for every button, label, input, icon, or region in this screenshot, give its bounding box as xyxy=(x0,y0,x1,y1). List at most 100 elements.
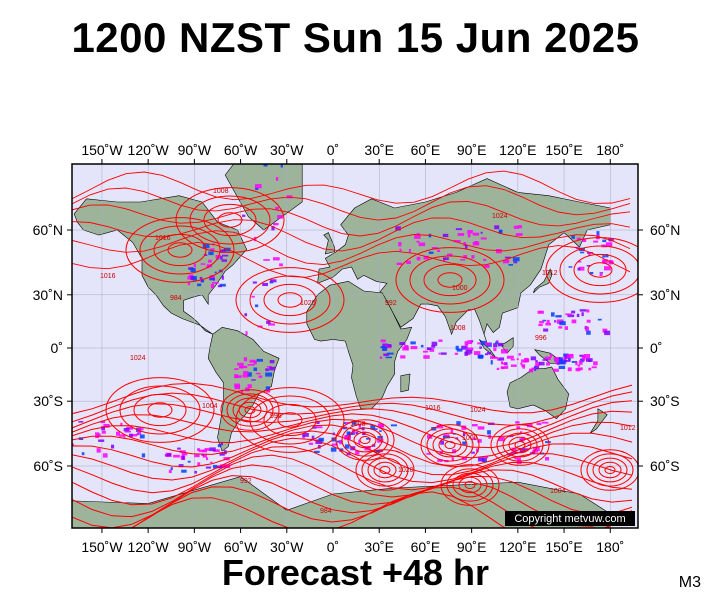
rain-cell xyxy=(477,439,482,443)
isobar-label: 1024 xyxy=(130,355,146,362)
rain-cell xyxy=(578,360,583,365)
isobar-line xyxy=(420,424,480,466)
rain-cell xyxy=(416,256,421,261)
isobar-labels: 1008 1016 1024 1012 1000 1020 992 984 1004 996 100… xyxy=(100,188,636,515)
rain-cell xyxy=(422,350,429,353)
isobar-line xyxy=(125,217,235,283)
isobar-label: 1004 xyxy=(202,403,218,410)
rain-cell xyxy=(302,433,309,437)
rain-cell xyxy=(447,253,453,256)
rain-cell xyxy=(586,358,593,362)
rain-cell xyxy=(431,345,436,348)
isobar-line xyxy=(277,412,303,428)
rain-cell xyxy=(553,368,559,372)
isobar-label: 1016 xyxy=(425,405,441,412)
rain-cell xyxy=(371,444,376,447)
rain-cell xyxy=(209,278,215,281)
rain-cell xyxy=(240,389,244,395)
lat-label-right: 30˚N xyxy=(650,287,680,303)
rain-cell xyxy=(311,435,315,440)
rain-cell xyxy=(258,375,263,378)
rain-cell xyxy=(209,275,215,280)
lat-label-left: 60˚N xyxy=(33,222,63,238)
rain-cell xyxy=(190,268,196,272)
rain-cell xyxy=(579,266,585,271)
rain-cell xyxy=(219,249,223,253)
landmass-8 xyxy=(533,268,553,294)
rain-cell xyxy=(541,421,549,424)
rain-cell xyxy=(379,356,383,359)
rain-cell xyxy=(558,365,566,369)
lon-label-top: 120˚W xyxy=(128,142,170,158)
isobar-line xyxy=(72,200,631,237)
rain-cell xyxy=(212,449,220,452)
landmass-7 xyxy=(323,232,335,255)
rain-cell xyxy=(442,233,449,238)
rain-cell xyxy=(344,435,351,440)
rain-cell xyxy=(129,433,133,438)
lat-label-left: 30˚S xyxy=(33,393,63,409)
rain-cell xyxy=(493,347,497,352)
rain-cell xyxy=(466,347,474,351)
rain-cell xyxy=(429,348,435,352)
rain-cell xyxy=(551,312,555,317)
rain-cell xyxy=(478,354,483,359)
rain-cell xyxy=(410,341,416,345)
rain-cell xyxy=(586,330,591,335)
isobar-line xyxy=(409,255,491,305)
rain-cell xyxy=(116,431,120,436)
rain-cell xyxy=(410,346,418,350)
lon-label-bottom: 150˚W xyxy=(81,539,123,555)
rain-cell xyxy=(243,357,248,362)
rain-cell xyxy=(593,240,599,243)
rain-cell xyxy=(212,282,219,284)
rain-cell xyxy=(456,348,463,352)
rain-cell xyxy=(589,272,594,275)
rain-cell xyxy=(279,263,283,267)
lon-label-top: 30˚E xyxy=(364,142,394,158)
rain-cell xyxy=(588,367,592,371)
rain-cell xyxy=(95,432,100,435)
rain-cell xyxy=(120,422,123,426)
rain-cell xyxy=(507,260,510,263)
isobar-line xyxy=(167,242,193,258)
isobar-line xyxy=(367,457,403,483)
lon-label-top: 150˚W xyxy=(81,142,123,158)
isobar-label: 1020 xyxy=(398,467,414,474)
rain-cell xyxy=(467,233,471,238)
rain-cell xyxy=(465,244,468,249)
rain-cell xyxy=(72,443,74,447)
isobar-line xyxy=(438,436,462,454)
rain-cell xyxy=(399,248,402,252)
isobar-label: 996 xyxy=(270,413,282,420)
isobar-line xyxy=(175,187,285,253)
rain-cell xyxy=(437,459,443,462)
isobar-line xyxy=(490,424,550,466)
rain-cell xyxy=(527,423,533,428)
rain-cell xyxy=(484,457,488,459)
rain-cell xyxy=(580,251,585,254)
rain-cell xyxy=(252,281,257,284)
rain-cell xyxy=(504,256,511,259)
rain-cell xyxy=(582,238,587,242)
lat-label-left: 30˚N xyxy=(33,287,63,303)
rain-cell xyxy=(137,430,142,435)
rain-cell xyxy=(538,361,545,366)
rain-cell xyxy=(265,386,270,390)
rain-cell xyxy=(497,344,504,347)
rain-cell xyxy=(558,357,563,361)
rain-cell xyxy=(538,323,543,327)
rain-cell xyxy=(477,342,481,345)
rain-cell xyxy=(366,438,371,440)
rain-cell xyxy=(217,444,222,448)
rain-cell xyxy=(531,450,539,453)
rain-cell xyxy=(516,426,521,429)
rain-cell xyxy=(519,448,526,453)
rain-cell xyxy=(579,309,587,312)
rain-cell xyxy=(208,259,212,263)
rain-cell xyxy=(510,358,515,361)
rain-cell xyxy=(493,343,498,348)
rain-cell xyxy=(269,281,274,284)
rain-cell xyxy=(423,255,429,260)
